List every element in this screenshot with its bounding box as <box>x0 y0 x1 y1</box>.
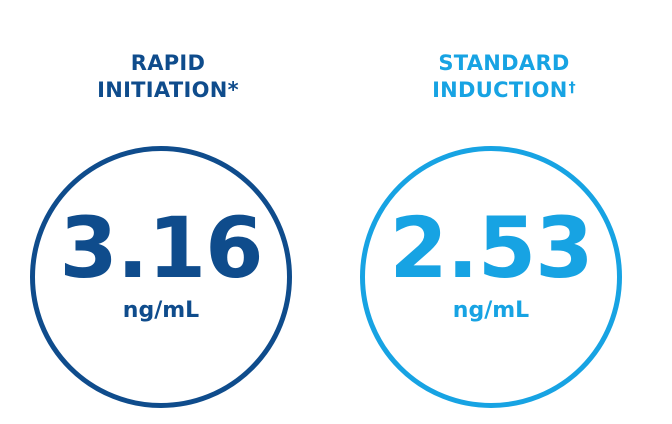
standard-value-circle: 2.53 ng/mL <box>360 146 622 408</box>
standard-induction-panel: STANDARD INDUCTION† 2.53 ng/mL <box>336 0 672 424</box>
standard-heading-footnote-mark: † <box>568 80 576 96</box>
rapid-initiation-heading: RAPID INITIATION* <box>0 50 336 104</box>
rapid-value-circle: 3.16 ng/mL <box>30 146 292 408</box>
rapid-heading-line2-wrap: INITIATION* <box>0 77 336 104</box>
rapid-unit: ng/mL <box>122 298 200 323</box>
standard-induction-heading: STANDARD INDUCTION† <box>336 50 672 104</box>
rapid-heading-line1: RAPID <box>130 51 206 75</box>
standard-heading-line2: INDUCTION <box>432 78 568 102</box>
rapid-heading-line2: INITIATION <box>97 78 228 102</box>
standard-heading-line2-wrap: INDUCTION† <box>336 77 672 104</box>
rapid-heading-footnote-mark: * <box>227 78 239 102</box>
rapid-initiation-panel: RAPID INITIATION* 3.16 ng/mL <box>0 50 336 408</box>
rapid-value: 3.16 <box>59 199 263 297</box>
standard-heading-line1: STANDARD <box>438 51 570 75</box>
standard-unit: ng/mL <box>452 298 530 323</box>
standard-value: 2.53 <box>389 199 593 297</box>
